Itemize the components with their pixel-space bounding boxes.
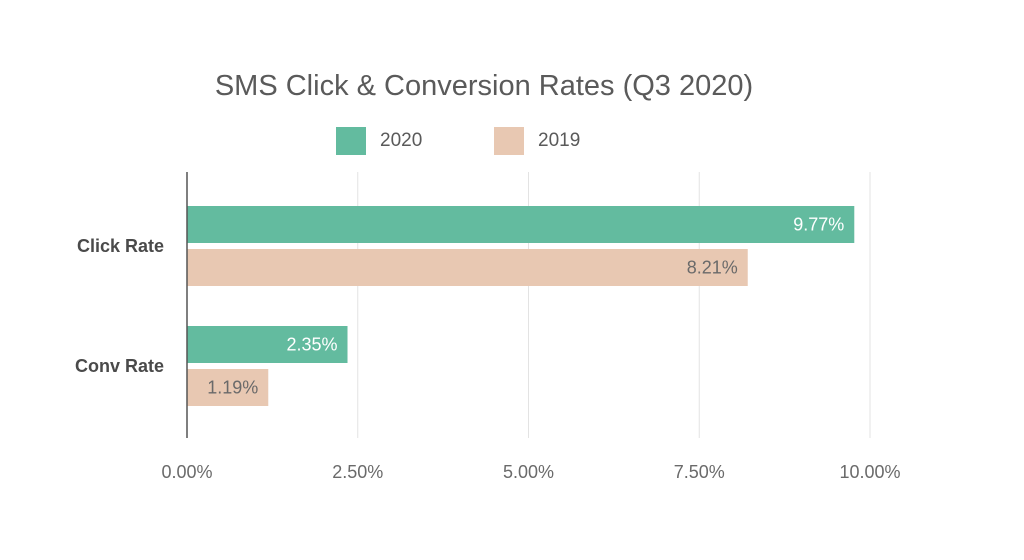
x-tick-label-3: 7.50%	[674, 462, 725, 482]
chart-title: SMS Click & Conversion Rates (Q3 2020)	[214, 70, 754, 102]
legend-label-2020: 2020	[380, 130, 423, 151]
x-tick-label-1: 2.50%	[332, 462, 383, 482]
bar-2019-1	[187, 369, 269, 406]
bar-2020-0	[187, 206, 855, 243]
bar-2019-0	[187, 249, 748, 286]
legend-item-2019: 2019	[494, 127, 580, 155]
x-tick-label-0: 0.00%	[161, 462, 212, 482]
data-label-2020-0: 9.77%	[793, 215, 844, 235]
data-label-2019-1: 1.19%	[207, 378, 258, 398]
x-tick-label-4: 10.00%	[839, 462, 900, 482]
y-category-label-0: Click Rate	[77, 236, 164, 256]
legend-label-2019: 2019	[538, 130, 581, 151]
bar-2020-1	[187, 326, 348, 363]
legend-item-2020: 2020	[336, 127, 422, 155]
x-tick-label-2: 5.00%	[503, 462, 554, 482]
legend-swatch-2019	[494, 127, 524, 155]
legend-swatch-2020	[336, 127, 366, 155]
y-category-label-1: Conv Rate	[75, 356, 164, 376]
data-label-2020-1: 2.35%	[286, 335, 337, 355]
data-label-2019-0: 8.21%	[687, 258, 738, 278]
